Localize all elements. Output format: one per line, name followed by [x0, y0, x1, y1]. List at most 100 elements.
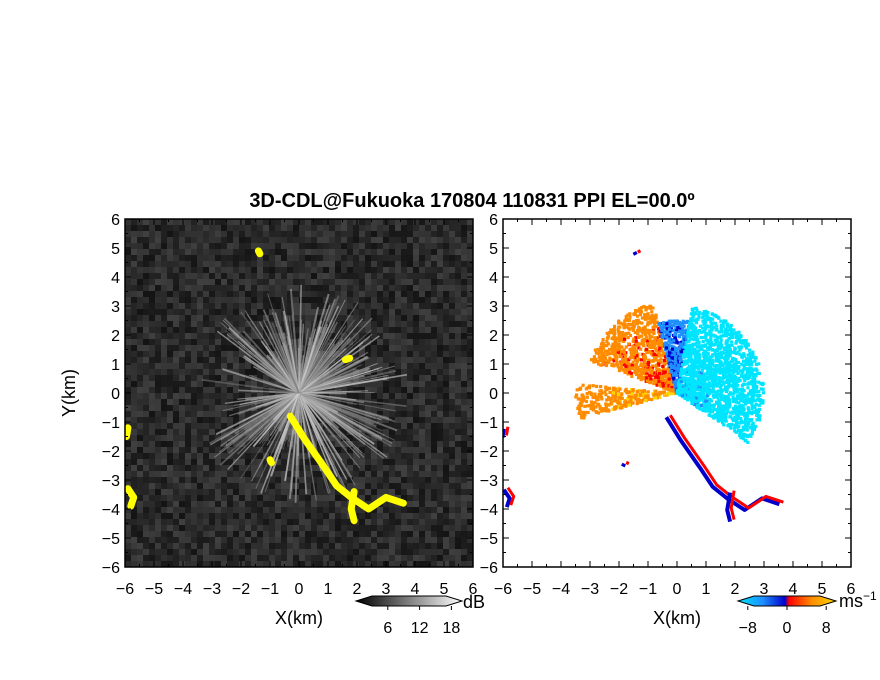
noise-cell: [269, 363, 275, 369]
noise-cell: [293, 537, 299, 543]
noise-cell: [161, 315, 167, 321]
noise-cell: [311, 243, 317, 249]
noise-cell: [257, 483, 263, 489]
noise-cell: [257, 327, 263, 333]
noise-cell: [257, 513, 263, 519]
noise-cell: [125, 261, 131, 267]
noise-cell: [191, 309, 197, 315]
noise-cell: [185, 339, 191, 345]
noise-cell: [311, 237, 317, 243]
noise-cell: [347, 279, 353, 285]
noise-cell: [137, 549, 143, 555]
noise-cell: [251, 381, 257, 387]
velocity-pixel-northwest-fan: [612, 344, 616, 348]
noise-cell: [371, 447, 377, 453]
noise-cell: [245, 339, 251, 345]
velocity-pixel-west-fan: [598, 407, 602, 411]
noise-cell: [215, 327, 221, 333]
noise-cell: [425, 237, 431, 243]
noise-cell: [401, 309, 407, 315]
noise-cell: [323, 267, 329, 273]
backscatter-ray: [298, 330, 341, 394]
noise-cell: [167, 273, 173, 279]
noise-cell: [419, 369, 425, 375]
noise-cell: [323, 231, 329, 237]
noise-cell: [161, 339, 167, 345]
noise-cell: [407, 321, 413, 327]
noise-cell: [281, 279, 287, 285]
backscatter-ray: [298, 377, 388, 394]
velocity-pixel-west-fan: [623, 389, 627, 393]
noise-cell: [437, 513, 443, 519]
noise-cell: [365, 297, 371, 303]
noise-cell: [401, 525, 407, 531]
noise-cell: [245, 507, 251, 513]
noise-cell: [191, 225, 197, 231]
noise-cell: [401, 321, 407, 327]
noise-cell: [437, 501, 443, 507]
noise-cell: [179, 369, 185, 375]
velocity-pixel-northwest-fan: [646, 320, 650, 324]
noise-cell: [239, 363, 245, 369]
noise-cell: [239, 219, 245, 225]
noise-cell: [383, 429, 389, 435]
noise-cell: [263, 285, 269, 291]
velocity-pixel-west-fan: [599, 385, 603, 389]
noise-cell: [293, 549, 299, 555]
noise-cell: [221, 357, 227, 363]
noise-cell: [455, 255, 461, 261]
noise-cell: [437, 297, 443, 303]
noise-cell: [413, 309, 419, 315]
noise-cell: [371, 495, 377, 501]
noise-cell: [281, 555, 287, 561]
noise-cell: [395, 225, 401, 231]
noise-cell: [461, 555, 467, 561]
noise-cell: [467, 333, 473, 339]
noise-cell: [263, 297, 269, 303]
noise-cell: [137, 369, 143, 375]
noise-cell: [167, 561, 173, 567]
velocity-pixel-northwest-fan: [612, 328, 616, 332]
noise-cell: [383, 315, 389, 321]
noise-cell: [425, 285, 431, 291]
velocity-pixel-northwest-fan: [655, 320, 659, 324]
noise-cell: [245, 243, 251, 249]
noise-cell: [161, 549, 167, 555]
noise-cell: [371, 321, 377, 327]
noise-cell: [401, 555, 407, 561]
noise-cell: [251, 459, 257, 465]
noise-cell: [173, 417, 179, 423]
noise-cell: [347, 453, 353, 459]
velocity-pixel-northwest-fan: [645, 340, 650, 344]
noise-cell: [161, 513, 167, 519]
noise-cell: [365, 249, 371, 255]
noise-cell: [185, 315, 191, 321]
noise-cell: [263, 351, 269, 357]
velocity-pixel-west-fan: [607, 386, 612, 390]
backscatter-ray: [287, 326, 300, 394]
noise-cell: [425, 453, 431, 459]
noise-cell: [437, 231, 443, 237]
noise-cell: [221, 315, 227, 321]
noise-cell: [413, 219, 419, 225]
noise-cell: [383, 363, 389, 369]
noise-cell: [179, 507, 185, 513]
backscatter-ray: [220, 322, 300, 394]
noise-cell: [173, 321, 179, 327]
noise-cell: [449, 483, 455, 489]
noise-cell: [191, 507, 197, 513]
noise-cell: [437, 309, 443, 315]
backscatter-ray: [298, 392, 347, 490]
velocity-pixel-northwest-fan: [656, 326, 661, 331]
noise-cell: [299, 555, 305, 561]
noise-cell: [329, 291, 335, 297]
noise-cell: [371, 549, 377, 555]
noise-cell: [173, 411, 179, 417]
noise-cell: [167, 429, 173, 435]
noise-cell: [353, 459, 359, 465]
noise-cell: [293, 453, 299, 459]
noise-cell: [449, 381, 455, 387]
noise-cell: [395, 459, 401, 465]
noise-cell: [257, 507, 263, 513]
